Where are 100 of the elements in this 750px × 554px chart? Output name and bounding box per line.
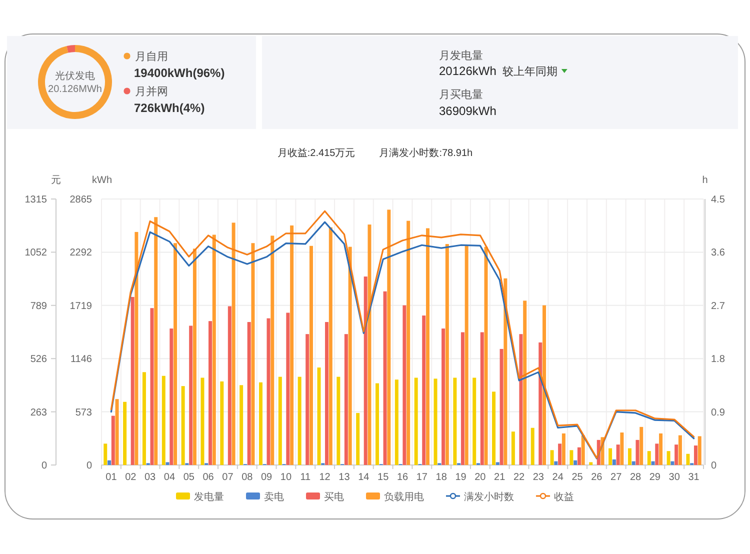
bar (511, 432, 515, 465)
text: 20.126MWh (48, 84, 102, 95)
bar (212, 234, 216, 465)
legend-label: 买电 (324, 491, 344, 503)
y3-axis-title: 元 (51, 175, 61, 186)
data-label: 19400kWh(96%) (134, 66, 225, 80)
bar (258, 382, 262, 465)
y-tick-label: 2292 (70, 248, 92, 259)
bar (647, 451, 651, 465)
bar (174, 243, 178, 465)
x-tick-label: 30 (668, 472, 680, 483)
x-tick-label: 06 (202, 472, 214, 483)
bar (317, 368, 321, 465)
x-tick-label: 09 (261, 472, 273, 483)
x-tick-label: 05 (183, 472, 195, 483)
bar (220, 381, 224, 465)
y3-tick-label: 263 (30, 407, 48, 418)
bar (270, 236, 274, 465)
bar (134, 232, 138, 465)
y-tick-label: 1146 (70, 354, 92, 366)
y-tick-label: 1719 (70, 300, 92, 312)
bar (492, 392, 496, 465)
bar (666, 451, 670, 465)
y2-tick-label: 0 (711, 460, 717, 472)
bar (460, 332, 464, 465)
bar (570, 450, 574, 465)
chart-subtitle: 月满发小时数:78.91h (379, 147, 473, 159)
bar (608, 448, 612, 465)
bar (562, 433, 566, 465)
bar (368, 224, 372, 465)
bar (442, 328, 446, 465)
text: 光伏发电 (55, 70, 95, 82)
x-tick-label: 17 (416, 472, 428, 483)
bar (694, 446, 698, 465)
bar (445, 244, 449, 465)
bar (142, 372, 146, 465)
bar (306, 334, 310, 465)
text: 月发电量 (439, 49, 483, 62)
x-tick-label: 04 (164, 472, 176, 483)
bar (298, 376, 302, 465)
x-tick-label: 13 (338, 472, 350, 483)
legend-label: 月并网 (135, 85, 168, 98)
bar (434, 378, 438, 465)
bar (189, 326, 193, 465)
bar (192, 248, 196, 465)
x-tick-label: 28 (630, 472, 642, 483)
x-tick-label: 20 (474, 472, 486, 483)
bar (655, 444, 659, 465)
bar (636, 440, 640, 465)
x-tick-label: 15 (378, 472, 390, 483)
bar (228, 306, 232, 465)
bar (504, 278, 508, 465)
donut-slice (38, 45, 112, 119)
bar (628, 448, 632, 465)
bar (130, 296, 134, 465)
x-tick-label: 21 (494, 472, 506, 483)
legend-label: 月自用 (135, 51, 168, 63)
bar (659, 433, 663, 465)
y3-tick-label: 1315 (24, 194, 48, 206)
bar (519, 334, 523, 465)
y2-tick-label: 4.5 (711, 194, 726, 206)
bar (290, 225, 294, 465)
x-tick-label: 29 (649, 472, 661, 483)
y3-tick-label: 0 (41, 460, 48, 472)
y2-tick-label: 1.8 (711, 354, 726, 366)
x-tick-label: 14 (358, 472, 370, 483)
x-tick-label: 07 (222, 472, 234, 483)
bar (480, 332, 484, 465)
x-tick-label: 24 (552, 472, 564, 483)
bar (426, 228, 430, 465)
bar (550, 450, 554, 465)
y3-tick-label: 526 (30, 354, 48, 366)
bar (581, 435, 585, 465)
x-tick-label: 10 (280, 472, 292, 483)
bar (247, 322, 251, 465)
bar (554, 461, 558, 465)
legend-label: 负载用电 (384, 491, 424, 503)
bar (640, 426, 644, 465)
bar (325, 322, 329, 465)
bar (530, 428, 534, 465)
bar (402, 305, 406, 465)
bar (104, 444, 108, 465)
bar (181, 386, 185, 465)
bar (162, 376, 166, 465)
bar (422, 316, 426, 465)
bar (166, 462, 170, 465)
bar (414, 378, 418, 465)
bar (154, 217, 158, 465)
y-tick-label: 2865 (70, 194, 92, 206)
x-tick-label: 12 (319, 472, 331, 483)
bar (616, 444, 620, 465)
bar (538, 342, 542, 465)
legend-label: 发电量 (194, 491, 224, 503)
y-tick-label: 573 (75, 407, 92, 418)
y2-tick-label: 3.6 (711, 248, 726, 259)
x-tick-label: 16 (396, 472, 408, 483)
bar (577, 447, 581, 465)
bar (200, 378, 204, 465)
bar (348, 246, 352, 465)
bar (574, 460, 578, 465)
